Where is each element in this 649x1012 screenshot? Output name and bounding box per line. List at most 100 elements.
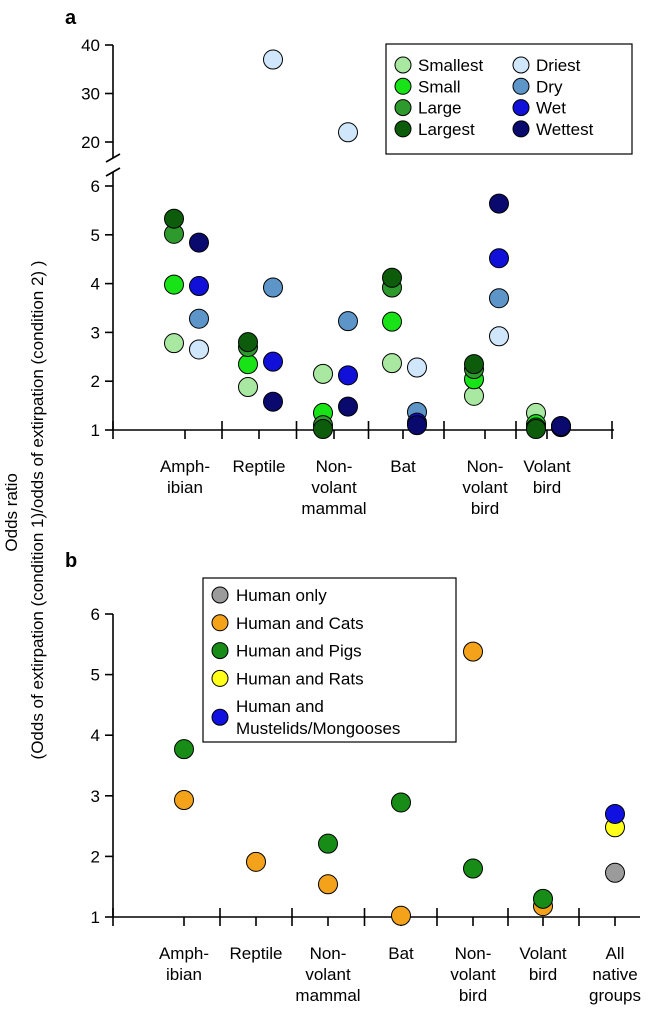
panel-b-x-tick-label-line: Non- bbox=[310, 944, 347, 963]
panel-a-legend-marker-wet bbox=[512, 99, 530, 117]
panel-a-point-wettest bbox=[551, 416, 571, 437]
panel-a-x-tick-label-line: ibian bbox=[167, 478, 203, 497]
panel-a-point-driest bbox=[407, 357, 427, 378]
panel-b-letter: b bbox=[65, 550, 77, 572]
panel-a-chart: 20 30 40 1 2 3 4 5 6 Amph-ibian Reptile Non-volant m… bbox=[81, 36, 633, 518]
panel-a-x-tick-label-line: Bat bbox=[390, 457, 416, 476]
panel-a-x-tick-label-non-volantmammal: Non-volant mammal bbox=[301, 457, 366, 518]
panel-a-legend-label-large: Large bbox=[418, 99, 461, 118]
panel-a-legend-marker-smallest bbox=[394, 56, 412, 74]
panel-a-x-tick-label-line: volant bbox=[311, 478, 357, 497]
panel-b-x-tick-label-line: Bat bbox=[388, 944, 414, 963]
panel-b-legend-label-human-and-pigs: Human and Pigs bbox=[236, 642, 362, 661]
panel-b-x-tick-label-line: native bbox=[592, 965, 637, 984]
panel-a-x-tick-label-bat: Bat bbox=[390, 457, 416, 476]
panel-a-x-tick-label-line: Volant bbox=[523, 457, 571, 476]
panel-a-point-smallest bbox=[164, 333, 184, 354]
panel-b-point-human-and-cats bbox=[391, 905, 411, 926]
panel-b-point-human-and-mustelids-mongooses bbox=[605, 803, 625, 824]
panel-b-legend-label-line: Human and Rats bbox=[236, 669, 364, 688]
panel-a-point-wet bbox=[338, 365, 358, 386]
panel-a-x-tick-label-amph-ibian: Amph-ibian bbox=[160, 457, 210, 497]
panel-a-y-tick-label: 5 bbox=[91, 226, 100, 245]
panel-b-legend-marker-human-and-cats bbox=[211, 614, 229, 632]
panel-b-legend: Human only Human and Cats Human and Pigs Hu… bbox=[202, 577, 457, 743]
panel-b-x-tick-label-line: bird bbox=[529, 965, 557, 984]
panel-a-point-driest bbox=[338, 122, 358, 143]
panel-a-point-wet bbox=[489, 248, 509, 269]
panel-a-legend-marker-small bbox=[394, 77, 412, 95]
panel-a-x-tick-label-non-volantbird: Non-volant bird bbox=[462, 457, 508, 518]
panel-a-point-wettest bbox=[407, 415, 427, 436]
panel-b-x-tick-label-line: bird bbox=[459, 986, 487, 1005]
panel-a-point-dry bbox=[263, 277, 283, 298]
panel-a-point-driest bbox=[189, 339, 209, 360]
panel-b-legend-label-line: Mustelids/Mongooses bbox=[236, 719, 400, 738]
panel-a-point-dry bbox=[338, 311, 358, 332]
panel-b-x-tick-label-allnativegroups: All native groups bbox=[589, 944, 641, 1005]
shared-y-axis-label: Odds ratio (Odds of extirpation (conditi… bbox=[2, 261, 47, 760]
panel-a-point-wettest bbox=[489, 193, 509, 214]
panel-a-y-tick-label: 40 bbox=[81, 36, 100, 55]
panel-a-point-smallest bbox=[313, 363, 333, 384]
panel-a-point-wettest bbox=[189, 232, 209, 253]
panel-a-x-tick-label-line: bird bbox=[471, 499, 499, 518]
panel-a-point-largest bbox=[238, 332, 258, 353]
panel-b-y-tick-label: 6 bbox=[91, 605, 100, 624]
panel-a-legend-box bbox=[385, 43, 633, 155]
panel-b-point-human-and-pigs bbox=[391, 792, 411, 813]
panel-a-x-tick-label-line: Non- bbox=[316, 457, 353, 476]
panel-b-x-tick-label-line: All bbox=[606, 944, 625, 963]
panel-b-legend-label-line: Human and bbox=[236, 697, 324, 716]
panel-a-legend-label-wet: Wet bbox=[536, 99, 566, 118]
panel-a-x-tick-label-line: mammal bbox=[301, 499, 366, 518]
panel-b-y-tick-label: 3 bbox=[91, 787, 100, 806]
panel-a-point-largest bbox=[382, 267, 402, 288]
panel-b-legend-label-line: Human and Cats bbox=[236, 614, 364, 633]
panel-a-point-wet bbox=[263, 351, 283, 372]
panel-a-legend-label-wettest: Wettest bbox=[536, 120, 594, 139]
panel-a-y-tick-label: 1 bbox=[91, 421, 100, 440]
panel-b-point-human-only bbox=[605, 862, 625, 883]
panel-a-legend-label-dry: Dry bbox=[536, 77, 563, 96]
panel-a-axis-break-mark bbox=[105, 153, 121, 163]
panel-b-legend-label-line: Human only bbox=[236, 586, 327, 605]
panel-b-point-human-and-pigs bbox=[463, 858, 483, 879]
panel-b-x-tick-label-bat: Bat bbox=[388, 944, 414, 963]
panel-b-point-human-and-pigs bbox=[533, 888, 553, 909]
panel-b-legend-label-human-only: Human only bbox=[236, 586, 327, 605]
panel-a-legend-marker-wettest bbox=[512, 120, 530, 138]
panel-b-point-human-and-cats bbox=[463, 641, 483, 662]
panel-a-legend-marker-driest bbox=[512, 56, 530, 74]
panel-a-x-tick-label-line: Non- bbox=[467, 457, 504, 476]
panel-a-legend-label-largest: Largest bbox=[418, 120, 475, 139]
panel-a-point-largest bbox=[164, 208, 184, 229]
panel-b-x-tick-label-volantbird: Volant bird bbox=[519, 944, 567, 984]
panel-a-y-tick-label: 20 bbox=[81, 133, 100, 152]
panel-a-legend-label-small: Small bbox=[418, 77, 461, 96]
panel-a-x-tick-label-line: volant bbox=[462, 478, 508, 497]
panel-a-x-tick-label-line: Amph- bbox=[160, 457, 210, 476]
panel-b-legend-label-human-and-mustelids-mongooses: Human and Mustelids/Mongooses bbox=[236, 697, 400, 738]
panel-a-point-smallest bbox=[382, 353, 402, 374]
panel-b-x-tick-label-non-volantmammal: Non-volant mammal bbox=[295, 944, 360, 1005]
panel-a-point-wettest bbox=[338, 396, 358, 417]
panel-b-x-tick-label-line: volant bbox=[450, 965, 496, 984]
panel-a-legend-marker-dry bbox=[512, 77, 530, 95]
panel-a-y-tick-label: 4 bbox=[91, 275, 100, 294]
panel-a-letter: a bbox=[65, 7, 77, 29]
panel-a-legend-label-driest: Driest bbox=[536, 56, 581, 75]
panel-b-x-tick-label-reptile: Reptile bbox=[230, 944, 283, 963]
panel-a-x-tick-label-line: Reptile bbox=[233, 457, 286, 476]
panel-b-y-tick-label: 4 bbox=[91, 726, 100, 745]
panel-a-point-largest bbox=[526, 419, 546, 440]
panel-a-legend: Smallest Small Large Largest Driest Dry Wet Wet… bbox=[385, 43, 633, 155]
y-axis-label-line1: Odds ratio bbox=[2, 473, 21, 551]
panel-b-y-tick-label: 1 bbox=[91, 908, 100, 927]
panel-a-x-tick-label-volantbird: Volant bird bbox=[523, 457, 571, 497]
panel-b-x-tick-label-line: Amph- bbox=[159, 944, 209, 963]
panel-b-x-tick-label-line: Non- bbox=[455, 944, 492, 963]
panel-a-point-small bbox=[164, 274, 184, 295]
panel-a-point-wettest bbox=[263, 391, 283, 412]
panel-a-y-tick-label: 6 bbox=[91, 177, 100, 196]
